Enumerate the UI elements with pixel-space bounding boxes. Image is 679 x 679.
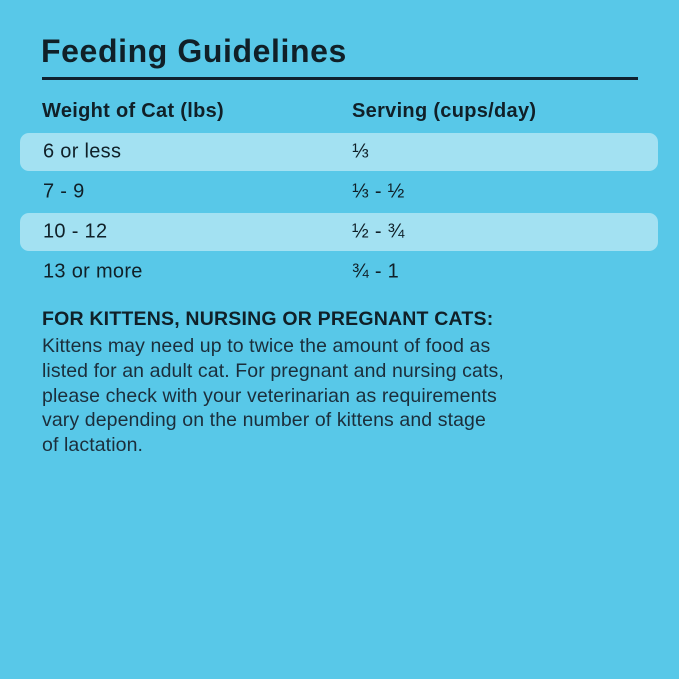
weight-cell: 13 or more <box>43 260 143 283</box>
column-header-weight: Weight of Cat (lbs) <box>42 100 224 122</box>
weight-cell: 7 - 9 <box>43 180 85 203</box>
table-row: 13 or more ¾ - 1 <box>20 253 658 291</box>
page-title: Feeding Guidelines <box>41 33 347 69</box>
table-row: 6 or less ⅓ <box>20 133 658 171</box>
serving-cell: ¾ - 1 <box>352 260 400 283</box>
table-row: 7 - 9 ⅓ - ½ <box>20 173 658 211</box>
title-underline <box>42 77 638 80</box>
table-row: 10 - 12 ½ - ¾ <box>20 213 658 251</box>
serving-cell: ⅓ <box>352 140 369 163</box>
note-body: Kittens may need up to twice the amount … <box>42 335 504 457</box>
note-heading: FOR KITTENS, NURSING OR PREGNANT CATS: <box>42 308 494 330</box>
serving-cell: ½ - ¾ <box>352 220 405 243</box>
weight-cell: 10 - 12 <box>43 220 108 243</box>
serving-cell: ⅓ - ½ <box>352 180 405 203</box>
column-header-serving: Serving (cups/day) <box>352 100 537 122</box>
weight-cell: 6 or less <box>43 140 122 163</box>
